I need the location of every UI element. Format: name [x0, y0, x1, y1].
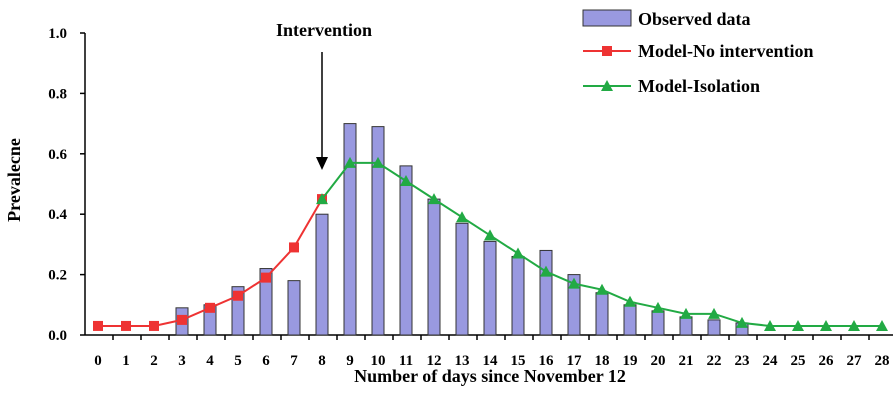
x-axis-label: Number of days since November 12 — [354, 366, 626, 386]
point-isolation — [316, 193, 328, 205]
x-tick-label: 22 — [707, 353, 722, 369]
bar — [483, 240, 497, 336]
x-tick-label: 9 — [346, 353, 354, 369]
point-isolation — [484, 229, 496, 241]
legend-label-no-intervention: Model-No intervention — [638, 41, 813, 61]
point-no-intervention — [205, 302, 215, 313]
bar — [679, 316, 693, 336]
x-tick-label: 17 — [567, 353, 583, 369]
point-isolation — [344, 156, 356, 168]
legend-marker-triangle-icon — [601, 80, 613, 91]
bar — [623, 304, 637, 336]
bar — [399, 165, 413, 336]
point-isolation — [652, 301, 664, 313]
point-isolation — [708, 307, 720, 319]
x-tick-label: 25 — [791, 353, 806, 369]
x-tick-label: 26 — [819, 353, 835, 369]
point-isolation — [568, 277, 580, 289]
x-tick-label: 16 — [539, 353, 555, 369]
point-isolation — [792, 319, 804, 331]
legend-label-isolation: Model-Isolation — [638, 76, 760, 96]
x-tick-label: 18 — [595, 353, 610, 369]
bar — [287, 280, 301, 336]
point-isolation — [736, 316, 748, 328]
x-tick-label: 12 — [427, 353, 442, 369]
point-isolation — [596, 283, 608, 295]
point-isolation — [876, 319, 888, 331]
y-tick-label: 0.6 — [48, 147, 67, 163]
point-isolation — [400, 174, 412, 186]
y-tick-label: 0.2 — [48, 268, 67, 284]
x-tick-label: 24 — [763, 353, 779, 369]
x-tick-label: 14 — [483, 353, 499, 369]
point-isolation — [428, 193, 440, 205]
bar — [259, 268, 273, 336]
point-isolation — [848, 319, 860, 331]
x-tick-label: 10 — [371, 353, 386, 369]
x-tick-label: 2 — [150, 353, 158, 369]
x-tick-label: 11 — [399, 353, 413, 369]
point-isolation — [764, 319, 776, 331]
x-tick-label: 15 — [511, 353, 526, 369]
legend-label-observed: Observed data — [638, 9, 751, 29]
y-axis-label: Prevalecne — [4, 138, 24, 222]
bar — [427, 198, 441, 336]
bar — [511, 255, 525, 336]
x-tick-label: 1 — [122, 353, 130, 369]
bar — [707, 319, 721, 336]
y-tick-label: 1.0 — [48, 26, 67, 42]
point-isolation — [372, 156, 384, 168]
point-isolation — [680, 307, 692, 319]
plot-area: 0.00.20.40.60.81.00 1 2 3 4 5 6 7 8 9 10 11 12 13 14 15… — [48, 26, 893, 369]
x-tick-label: 21 — [679, 353, 694, 369]
x-tick-label: 7 — [290, 353, 298, 369]
x-tick-label: 4 — [206, 353, 214, 369]
point-no-intervention — [93, 320, 103, 331]
point-no-intervention — [233, 290, 243, 301]
intervention-arrow-icon — [316, 52, 328, 170]
y-tick-label: 0.0 — [48, 328, 67, 344]
point-isolation — [820, 319, 832, 331]
x-tick-label: 28 — [875, 353, 890, 369]
point-no-intervention — [261, 272, 271, 283]
bar — [567, 274, 581, 336]
x-tick-label: 0 — [94, 353, 102, 369]
intervention-label: Intervention — [276, 20, 372, 40]
point-no-intervention — [177, 314, 187, 325]
bar — [315, 213, 329, 336]
bar — [455, 222, 469, 336]
point-isolation — [512, 247, 524, 259]
x-tick-label: 20 — [651, 353, 666, 369]
x-tick-label: 19 — [623, 353, 638, 369]
bar — [371, 126, 385, 336]
x-tick-label: 5 — [234, 353, 242, 369]
x-tick-label: 13 — [455, 353, 470, 369]
bar — [651, 310, 665, 336]
bar — [539, 249, 553, 336]
x-tick-label: 6 — [262, 353, 270, 369]
point-no-intervention — [149, 320, 159, 331]
legend-swatch-observed — [582, 9, 632, 27]
x-tick-label: 8 — [318, 353, 326, 369]
point-no-intervention — [121, 320, 131, 331]
point-no-intervention — [289, 242, 299, 253]
y-tick-label: 0.4 — [48, 207, 67, 223]
y-tick-label: 0.8 — [48, 86, 67, 102]
legend-marker-square-icon — [602, 46, 612, 56]
x-tick-label: 23 — [735, 353, 750, 369]
legend: Observed data Model-No intervention Mode… — [582, 9, 813, 96]
bar — [343, 123, 357, 336]
point-isolation — [624, 295, 636, 307]
point-isolation — [540, 265, 552, 277]
point-isolation — [456, 211, 468, 223]
x-tick-label: 3 — [178, 353, 186, 369]
x-tick-label: 27 — [847, 353, 863, 369]
annotation: Intervention — [276, 20, 372, 170]
arrow-head — [316, 157, 328, 170]
bar — [595, 292, 609, 336]
